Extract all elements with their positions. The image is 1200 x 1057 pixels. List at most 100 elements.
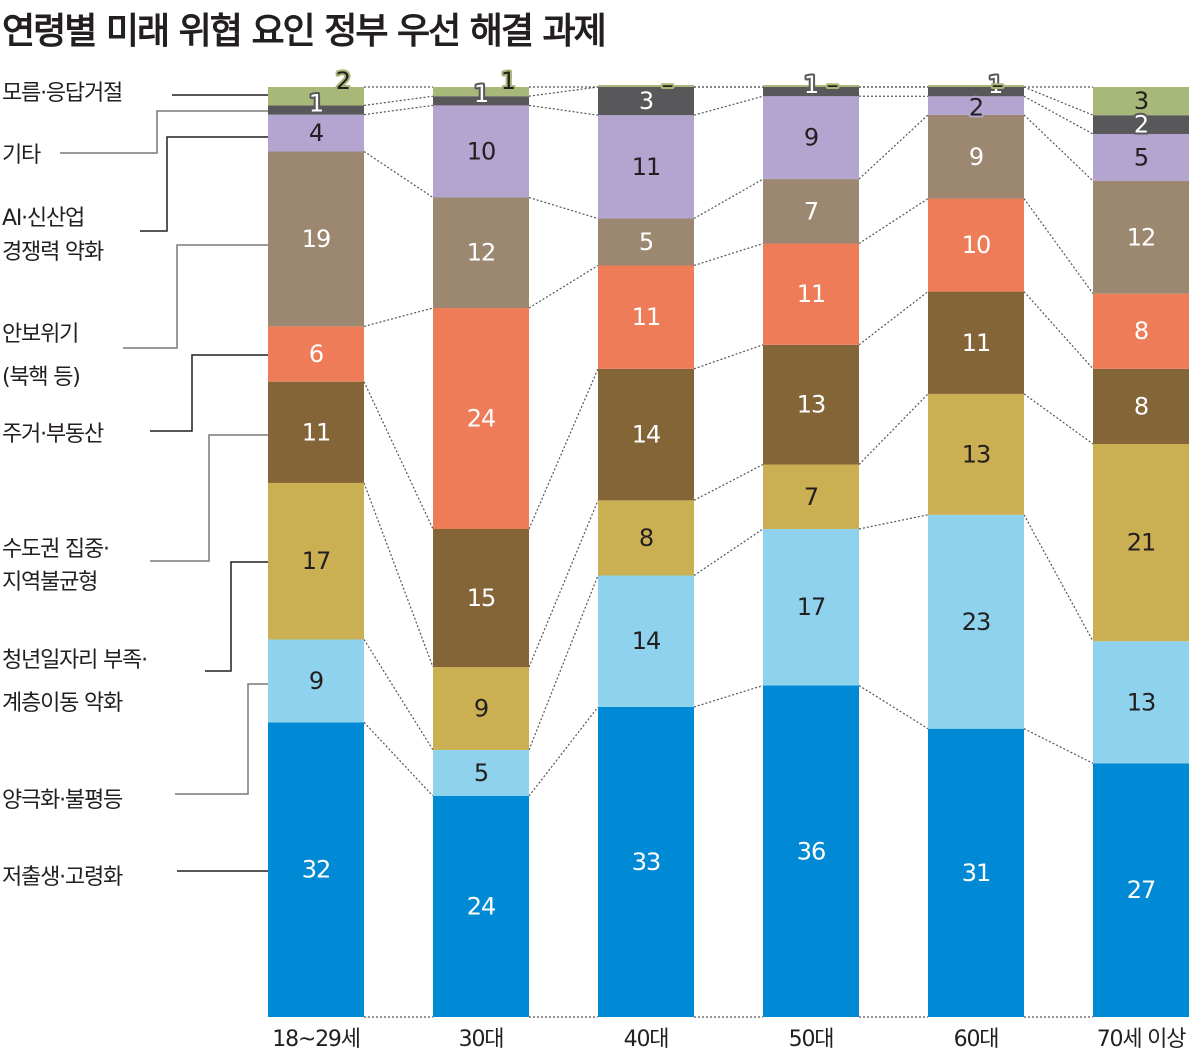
value-label: 23: [962, 608, 991, 636]
value-label: 17: [302, 547, 331, 575]
bar-segment: [1093, 763, 1189, 1017]
value-label: 11: [302, 418, 331, 446]
connector-line: [363, 95, 434, 107]
connector-lines: [363, 86, 1094, 1018]
connector-line: [528, 706, 599, 797]
legend-leader-line: [205, 561, 268, 672]
value-label: 7: [804, 197, 818, 225]
legend-leader-line: [175, 683, 268, 795]
value-label: 24: [467, 893, 496, 921]
connector-line: [1023, 114, 1094, 182]
value-label: 32: [302, 856, 331, 884]
bar-segment: [598, 115, 694, 219]
bar-segment: [928, 291, 1024, 394]
bar-segment: [433, 749, 529, 797]
bar-segment: [433, 796, 529, 1017]
value-label: 1: [804, 71, 818, 99]
value-label: 8: [1134, 317, 1148, 345]
legend-label: 기타: [2, 143, 41, 168]
value-label: 11: [632, 303, 661, 331]
bar-segment: [598, 575, 694, 707]
legend-label: 지역불균형: [2, 570, 97, 595]
value-label: 9: [804, 124, 818, 152]
x-tick-label: 50대: [789, 1027, 834, 1052]
bar-segment: [1093, 443, 1189, 642]
value-label: 1: [474, 80, 488, 108]
connector-line: [693, 463, 764, 501]
legend-label: 모름·응답거절: [2, 81, 122, 106]
value-label: 13: [1127, 688, 1156, 716]
value-label: 1: [988, 71, 1002, 99]
connector-line: [363, 381, 434, 530]
bar-segment: [268, 87, 364, 106]
bar-segment: [928, 514, 1024, 729]
bar-segment: [268, 639, 364, 723]
legend-label: 계층이동 악화: [2, 691, 123, 716]
bar-segment: [1093, 133, 1189, 181]
connector-line: [363, 104, 434, 116]
value-label: 5: [1134, 143, 1148, 171]
value-label: 13: [962, 440, 991, 468]
value-label: 36: [797, 837, 826, 865]
connector-line: [693, 178, 764, 220]
value-label: 5: [639, 228, 653, 256]
value-label: –: [992, 71, 1003, 99]
bar-segment: [268, 482, 364, 640]
connector-line: [858, 114, 929, 180]
connector-line: [363, 150, 434, 198]
bar-segment: [268, 105, 364, 115]
connector-line: [858, 685, 929, 730]
value-label: 24: [467, 404, 496, 432]
bar-segment: [433, 307, 529, 529]
connector-line: [363, 721, 434, 797]
bar-segment: [1093, 641, 1189, 764]
value-label: 9: [309, 667, 323, 695]
value-label: 1: [309, 89, 323, 117]
value-label: 7: [804, 483, 818, 511]
x-tick-label: 18~29세: [272, 1027, 359, 1052]
x-axis: 18~29세 30대 40대 50대 60대 70세 이상: [272, 1027, 1187, 1052]
value-label: 8: [639, 524, 653, 552]
bar-segment: [763, 685, 859, 1017]
bar-segment: [433, 667, 529, 750]
connector-line: [528, 196, 599, 220]
x-tick-label: 70세 이상: [1097, 1027, 1186, 1052]
bar-segment: [763, 243, 859, 345]
legend-leader-line: [123, 244, 268, 349]
connector-line: [858, 393, 929, 465]
bar-segment: [433, 105, 529, 198]
bar-segment: [433, 96, 529, 106]
bar-segment: [763, 344, 859, 465]
value-label: 10: [962, 231, 991, 259]
value-label: 2: [969, 94, 983, 122]
value-label: 5: [474, 759, 488, 787]
value-label: 14: [632, 421, 661, 449]
connector-line: [528, 86, 599, 97]
value-label: 11: [632, 153, 661, 181]
connector-line: [1023, 291, 1094, 370]
value-label: 8: [1134, 392, 1148, 420]
connector-line: [693, 528, 764, 576]
bar-segment: [598, 707, 694, 1017]
legend-leader-line: [150, 434, 268, 562]
value-label: 19: [302, 225, 331, 253]
bar-segment: [598, 218, 694, 266]
x-tick-label: 60대: [954, 1027, 999, 1052]
legend-label: 안보위기: [2, 322, 78, 347]
value-label: 9: [969, 143, 983, 171]
bar-segment: [433, 87, 529, 97]
value-label: 9: [474, 695, 488, 723]
value-label: 6: [309, 340, 323, 368]
connector-line: [528, 368, 599, 530]
bar-segment: [268, 326, 364, 382]
connector-line: [693, 684, 764, 708]
legend-leader-lines: [60, 94, 268, 872]
connector-line: [1023, 728, 1094, 764]
x-tick-label: 40대: [624, 1027, 669, 1052]
value-label: 11: [797, 280, 826, 308]
legend-label: 청년일자리 부족·: [2, 648, 147, 673]
legend-label: (북핵 등): [2, 365, 80, 390]
bar-segment: [928, 198, 1024, 292]
